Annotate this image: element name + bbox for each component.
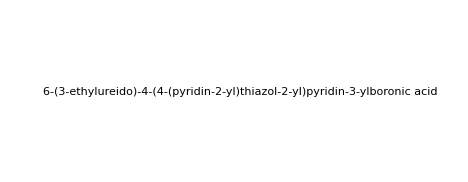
Text: 6-(3-ethylureido)-4-(4-(pyridin-2-yl)thiazol-2-yl)pyridin-3-ylboronic acid: 6-(3-ethylureido)-4-(4-(pyridin-2-yl)thi… [43, 87, 437, 97]
